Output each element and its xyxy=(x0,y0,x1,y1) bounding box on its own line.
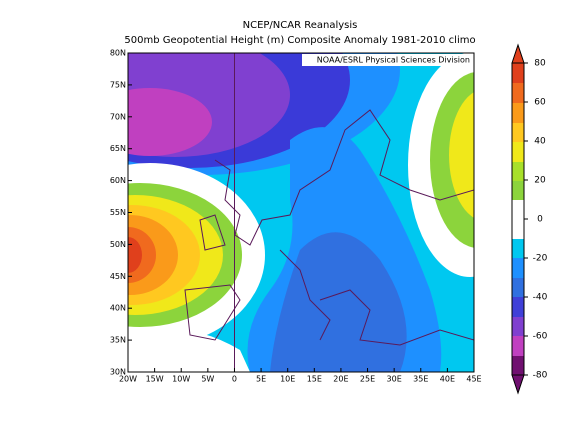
lon-tick-label: 20E xyxy=(333,375,348,384)
lat-tick-label: 40N xyxy=(110,304,126,313)
title: NCEP/NCAR Reanalysis xyxy=(243,20,358,31)
lat-tick-label: 55N xyxy=(110,208,126,217)
colorbar-label: 40 xyxy=(534,137,546,147)
lon-tick-label: 10W xyxy=(172,375,190,384)
lat-tick-label: 45N xyxy=(110,272,126,281)
lat-tick-label: 65N xyxy=(110,144,126,153)
lon-tick-label: 25E xyxy=(360,375,375,384)
colorbar xyxy=(511,43,525,395)
colorbar-label: -60 xyxy=(533,332,548,342)
colorbar-label: 80 xyxy=(534,59,546,69)
colorbar-label: 0 xyxy=(537,215,543,225)
colorbar-label: -20 xyxy=(533,254,548,264)
lat-tick-label: 35N xyxy=(110,336,126,345)
contour-field xyxy=(128,53,474,372)
colorbar-label: 60 xyxy=(534,98,546,108)
lon-tick-label: 0 xyxy=(232,375,237,384)
lat-tick-label: 60N xyxy=(110,176,126,185)
lon-tick-label: 5W xyxy=(201,375,214,384)
lat-tick-label: 30N xyxy=(110,368,126,377)
colorbar-label: -40 xyxy=(533,293,548,303)
credit-box xyxy=(302,54,473,66)
subtitle: 500mb Geopotential Height (m) Composite … xyxy=(124,35,475,46)
lon-tick-label: 15E xyxy=(307,375,322,384)
lon-tick-label: 10E xyxy=(280,375,295,384)
credit: NOAA/ESRL Physical Sciences Division xyxy=(317,56,470,65)
lat-tick-label: 50N xyxy=(110,240,126,249)
lon-tick-label: 15W xyxy=(146,375,164,384)
colorbar-label: -80 xyxy=(533,371,548,381)
lon-tick-label: 40E xyxy=(440,375,455,384)
lon-tick-label: 45E xyxy=(466,375,481,384)
lon-tick-label: 35E xyxy=(413,375,428,384)
lat-tick-label: 70N xyxy=(110,112,126,121)
colorbar-label: 20 xyxy=(534,176,546,186)
lon-tick-label: 30E xyxy=(387,375,402,384)
lat-tick-label: 75N xyxy=(110,80,126,89)
lon-tick-label: 20W xyxy=(119,375,137,384)
lon-tick-label: 5E xyxy=(256,375,266,384)
lat-tick-label: 80N xyxy=(110,49,126,58)
